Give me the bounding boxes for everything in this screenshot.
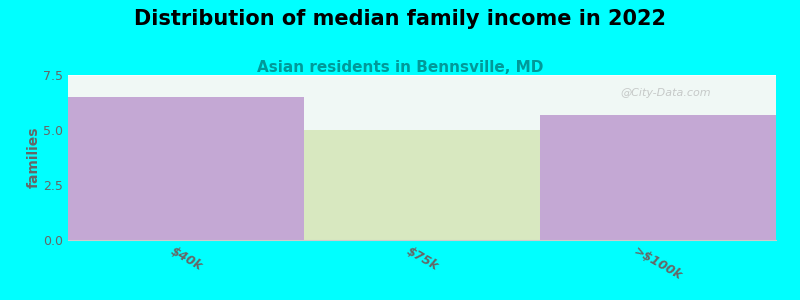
Text: Distribution of median family income in 2022: Distribution of median family income in … [134, 9, 666, 29]
Bar [304, 130, 540, 240]
Y-axis label: families: families [26, 127, 40, 188]
Bar [68, 97, 304, 240]
Bar [540, 115, 776, 240]
Text: Asian residents in Bennsville, MD: Asian residents in Bennsville, MD [257, 60, 543, 75]
Text: @City-Data.com: @City-Data.com [620, 88, 711, 98]
